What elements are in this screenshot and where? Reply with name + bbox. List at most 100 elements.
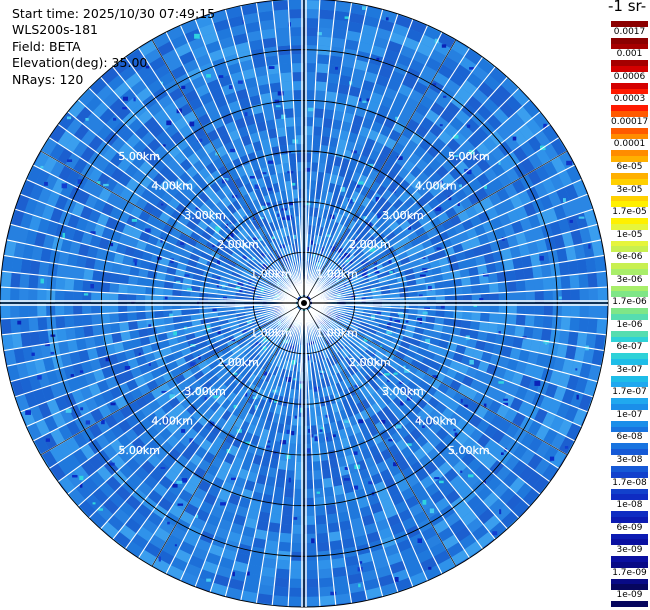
ray-gate xyxy=(239,355,249,365)
ray-gate xyxy=(323,269,331,278)
ray-gate xyxy=(441,325,453,335)
ray-gate xyxy=(246,335,256,344)
ray-gate xyxy=(468,329,479,340)
ray-gate xyxy=(249,462,261,474)
ray-gate xyxy=(410,190,423,203)
ray-separator xyxy=(311,239,602,302)
ray-gate xyxy=(532,327,543,341)
ray-gate xyxy=(350,338,360,347)
colorbar-tick-label: 3e-09 xyxy=(611,545,648,557)
ray-gate xyxy=(524,278,535,292)
ray-gate xyxy=(486,475,503,492)
ray-gate xyxy=(437,526,455,542)
ray-gate xyxy=(215,200,227,212)
ray-gate xyxy=(490,146,506,162)
ray-gate xyxy=(335,447,346,459)
ray-gate xyxy=(93,334,105,348)
ray-gate xyxy=(327,347,334,357)
ray-gate xyxy=(64,303,74,316)
ray-gate xyxy=(248,245,258,255)
ray-gate xyxy=(365,6,383,19)
ray-gate xyxy=(422,373,434,385)
ray-gate xyxy=(233,221,244,232)
ray-gate xyxy=(523,228,536,244)
echo-speck xyxy=(264,202,270,206)
echo-speck xyxy=(180,242,184,245)
ray-gate xyxy=(543,142,559,161)
ray-gate xyxy=(494,366,507,380)
ray-gate xyxy=(477,330,488,342)
ray-gate xyxy=(138,557,153,567)
ray-gate xyxy=(530,253,541,267)
ray-gate xyxy=(260,566,277,578)
echo-speck xyxy=(374,271,380,274)
ray-gate xyxy=(40,137,50,152)
ray-gate xyxy=(476,172,491,187)
ray-gate xyxy=(163,303,173,311)
ray-gate xyxy=(286,189,293,200)
ray-gate xyxy=(494,84,512,102)
ray-gate xyxy=(344,356,354,367)
echo-speck xyxy=(336,279,339,283)
ray-gate xyxy=(67,493,79,507)
ray-gate xyxy=(109,386,123,400)
ray-gate xyxy=(292,506,304,516)
ray-gate xyxy=(462,311,472,321)
ray-gate xyxy=(318,153,328,164)
echo-speck xyxy=(181,85,186,89)
ray-gate xyxy=(541,328,552,342)
ray-gate xyxy=(267,165,277,176)
ray-gate xyxy=(334,1,352,13)
ray-gate xyxy=(193,105,208,119)
ray-gate xyxy=(304,54,317,64)
ray-gate xyxy=(506,209,520,224)
ray-gate xyxy=(237,398,247,410)
ray-gate xyxy=(253,309,263,314)
ray-gate xyxy=(392,240,403,251)
ray-gate xyxy=(323,486,335,497)
ray-gate xyxy=(73,290,83,303)
ray-gate xyxy=(279,279,287,287)
ray-gate xyxy=(357,327,367,335)
ray-gate xyxy=(515,385,529,401)
ray-gate xyxy=(95,433,110,450)
ray-gate xyxy=(209,401,221,413)
ray-gate xyxy=(332,318,342,324)
ray-gate xyxy=(564,183,579,201)
ray-gate xyxy=(385,424,398,437)
echo-speck xyxy=(335,66,338,70)
ray-gate xyxy=(455,344,467,355)
ray-gate xyxy=(255,333,265,341)
ray-separator xyxy=(165,31,301,297)
ray-gate xyxy=(396,230,408,241)
ray-gate xyxy=(440,264,451,274)
ray-gate xyxy=(329,55,343,66)
ray-separator xyxy=(20,193,297,301)
ray-gate xyxy=(280,278,288,286)
ray-gate xyxy=(246,316,256,322)
ray-gate xyxy=(289,18,304,28)
ray-gate xyxy=(588,364,601,382)
ray-gate xyxy=(429,101,446,117)
ray-gate xyxy=(107,74,125,92)
ray-gate xyxy=(227,493,241,506)
ray-gate xyxy=(227,413,238,426)
ray-gate xyxy=(290,36,304,46)
ray-gate xyxy=(101,202,115,217)
ray-gate xyxy=(333,156,343,167)
ray-gate xyxy=(395,380,407,392)
ray-gate xyxy=(276,228,283,239)
ray-gate xyxy=(332,221,340,232)
echo-speck xyxy=(77,179,83,184)
ray-gate xyxy=(37,316,48,331)
range-ring-label: 2.00km xyxy=(349,356,391,369)
ray-gate xyxy=(313,479,324,489)
ray-gate xyxy=(195,83,210,98)
ray-gate xyxy=(449,474,465,490)
ray-gate xyxy=(274,326,282,335)
ray-gate xyxy=(473,369,486,383)
ray-gate xyxy=(282,350,289,361)
ray-gate xyxy=(279,267,286,277)
echo-speck xyxy=(232,571,235,577)
ray-gate xyxy=(259,575,276,587)
